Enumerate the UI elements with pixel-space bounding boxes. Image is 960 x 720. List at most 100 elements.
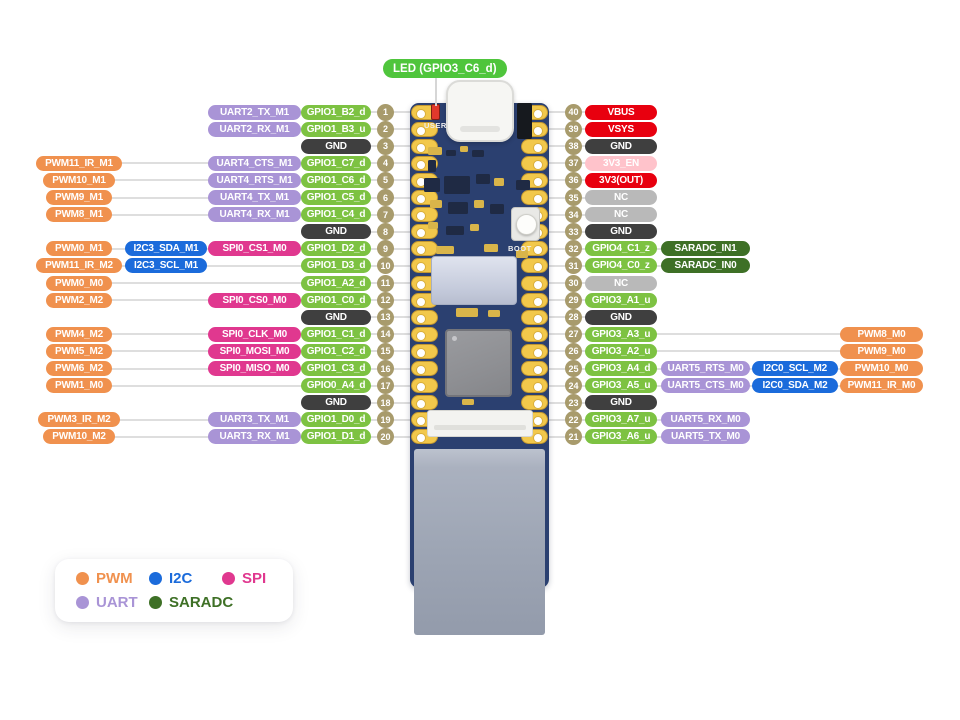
pin-number-17: 17 xyxy=(377,377,394,395)
pwm-column: PWM0_M1 xyxy=(28,241,130,257)
pad-hole xyxy=(416,347,426,358)
pwm-column: PWM1_M0 xyxy=(28,378,130,394)
legend-label: UART xyxy=(96,593,138,611)
smd-component xyxy=(448,202,468,214)
badge-gnd: GND xyxy=(585,224,657,240)
legend-item-pwm: PWM xyxy=(76,570,149,587)
i2c-legend-dot xyxy=(149,571,162,585)
user-led xyxy=(431,104,440,120)
pwm-column: PWM4_M2 xyxy=(28,326,130,342)
pin-number-1: 1 xyxy=(377,103,394,121)
badge-pwm1-m0: PWM1_M0 xyxy=(45,378,113,394)
smd-component xyxy=(428,147,442,155)
badge-gpio4-c0-z: GPIO4_C0_z xyxy=(585,258,657,274)
pin-number-4: 4 xyxy=(377,154,394,172)
pad-hole xyxy=(416,228,426,239)
soc-chip xyxy=(445,329,512,397)
badge-gpio3-a6-u: GPIO3_A6_u xyxy=(585,429,657,445)
boot-button-cap xyxy=(516,214,537,235)
pin-number-37: 37 xyxy=(565,154,582,172)
smd-component xyxy=(460,146,468,152)
castellated-pad xyxy=(521,275,548,291)
legend-label: I2C xyxy=(169,569,193,587)
badge-pwm8-m0: PWM8_M0 xyxy=(840,326,923,342)
badge-pwm3-ir-m2: PWM3_IR_M2 xyxy=(38,412,120,428)
pad-hole xyxy=(416,433,426,444)
badge-uart5-tx-m0: UART5_TX_M0 xyxy=(661,429,750,445)
badge-3v3-out-: 3V3(OUT) xyxy=(585,172,657,188)
badge-uart4-rx-m1: UART4_RX_M1 xyxy=(208,207,301,223)
pwm-column: PWM9_M1 xyxy=(28,190,130,206)
pin-number-3: 3 xyxy=(377,137,394,155)
badge-pwm8-m1: PWM8_M1 xyxy=(45,207,113,223)
pwm-column: PWM5_M2 xyxy=(28,343,130,359)
usb-c-slot xyxy=(460,126,500,132)
pad-hole xyxy=(416,416,426,427)
pin-number-33: 33 xyxy=(565,223,582,241)
saradc-legend-dot xyxy=(149,595,162,609)
badge-gpio1-d2-d: GPIO1_D2_d xyxy=(301,241,371,257)
smd-component xyxy=(488,310,500,317)
legend-item-uart: UART xyxy=(76,594,149,611)
pwm-column: PWM10_M1 xyxy=(28,172,130,188)
castellated-pad xyxy=(521,309,548,325)
pad-hole xyxy=(533,313,543,324)
badge-gpio1-c7-d: GPIO1_C7_d xyxy=(301,155,371,171)
castellated-pad xyxy=(521,378,548,394)
pwm-column: PWM6_M2 xyxy=(28,361,130,377)
badge-spi0-mosi-m0: SPI0_MOSI_M0 xyxy=(208,343,301,359)
castellated-pad xyxy=(411,241,438,257)
badge-uart4-cts-m1: UART4_CTS_M1 xyxy=(208,155,301,171)
pin-number-16: 16 xyxy=(377,360,394,378)
pin-number-28: 28 xyxy=(565,308,582,326)
pin-number-18: 18 xyxy=(377,394,394,412)
legend-item-spi: SPI xyxy=(222,570,266,587)
smd-component xyxy=(428,222,438,229)
badge-gpio1-d0-d: GPIO1_D0_d xyxy=(301,412,371,428)
pin-number-6: 6 xyxy=(377,189,394,207)
pin-number-31: 31 xyxy=(565,257,582,275)
castellated-pad xyxy=(521,138,548,154)
smd-component xyxy=(516,250,528,258)
pin-number-21: 21 xyxy=(565,428,582,446)
castellated-pad xyxy=(521,258,548,274)
badge-gpio3-a5-u: GPIO3_A5_u xyxy=(585,378,657,394)
pad-hole xyxy=(416,399,426,410)
pin-number-5: 5 xyxy=(377,171,394,189)
pin-number-36: 36 xyxy=(565,171,582,189)
pin-number-12: 12 xyxy=(377,291,394,309)
power-chip xyxy=(517,103,532,139)
user-led-silkscreen: USER xyxy=(424,121,447,130)
legend-row-2: UART SARADC xyxy=(55,590,293,614)
pin-number-30: 30 xyxy=(565,274,582,292)
pin-connector-line xyxy=(70,384,415,387)
pad-hole xyxy=(533,330,543,341)
badge-uart5-rx-m0: UART5_RX_M0 xyxy=(661,412,750,428)
badge-uart3-rx-m1: UART3_RX_M1 xyxy=(208,429,301,445)
pad-hole xyxy=(416,296,426,307)
spi-legend-dot xyxy=(222,571,235,585)
badge-gpio1-d3-d: GPIO1_D3_d xyxy=(301,258,371,274)
badge-spi0-miso-m0: SPI0_MISO_M0 xyxy=(208,361,301,377)
pad-hole xyxy=(416,313,426,324)
pad-hole xyxy=(416,245,426,256)
badge-pwm10-m2: PWM10_M2 xyxy=(43,429,115,445)
pin-number-8: 8 xyxy=(377,223,394,241)
badge-gnd: GND xyxy=(301,309,371,325)
smd-component xyxy=(470,224,479,231)
badge-pwm6-m2: PWM6_M2 xyxy=(45,361,113,377)
smd-component xyxy=(476,174,490,184)
badge-gnd: GND xyxy=(301,138,371,154)
smd-component xyxy=(446,226,464,235)
pad-hole xyxy=(533,382,543,393)
badge-pwm9-m0: PWM9_M0 xyxy=(840,343,923,359)
badge-gpio1-d1-d: GPIO1_D1_d xyxy=(301,429,371,445)
pad-hole xyxy=(416,365,426,376)
castellated-pad xyxy=(411,121,438,137)
pad-hole xyxy=(533,262,543,273)
badge-3v3-en: 3V3_EN xyxy=(585,155,657,171)
badge-spi0-cs0-m0: SPI0_CS0_M0 xyxy=(208,292,301,308)
smd-component xyxy=(462,399,474,405)
fpc-connector-bar xyxy=(434,425,526,430)
castellated-pad xyxy=(411,395,438,411)
